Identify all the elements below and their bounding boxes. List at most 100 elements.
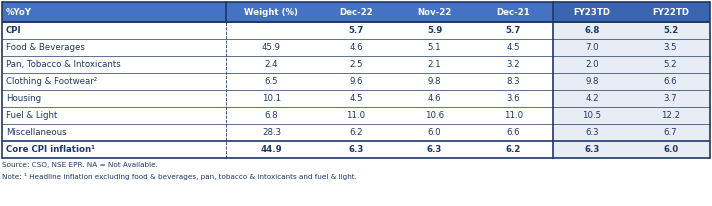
Bar [2, 56, 226, 73]
Text: 5.2: 5.2 [664, 60, 678, 69]
Bar [632, 141, 710, 158]
Bar [226, 39, 317, 56]
Bar [474, 90, 553, 107]
Bar [226, 124, 317, 141]
Bar [317, 56, 395, 73]
Text: 4.5: 4.5 [506, 43, 520, 52]
Bar [317, 141, 395, 158]
Text: 6.0: 6.0 [663, 145, 679, 154]
Text: 2.5: 2.5 [349, 60, 363, 69]
Text: 5.7: 5.7 [348, 26, 364, 35]
Bar [474, 141, 553, 158]
Bar [395, 124, 474, 141]
Text: 7.0: 7.0 [585, 43, 599, 52]
Text: 6.2: 6.2 [349, 128, 363, 137]
Text: Miscellaneous: Miscellaneous [6, 128, 67, 137]
Bar [395, 107, 474, 124]
Bar [474, 22, 553, 39]
Text: 6.3: 6.3 [427, 145, 442, 154]
Text: 5.7: 5.7 [506, 26, 521, 35]
Bar [632, 90, 710, 107]
Text: Source: CSO, NSE EPR. NA = Not Available.: Source: CSO, NSE EPR. NA = Not Available… [2, 162, 158, 168]
Text: CPI: CPI [6, 26, 21, 35]
Bar [2, 90, 226, 107]
Text: 10.6: 10.6 [425, 111, 444, 120]
Bar [226, 141, 317, 158]
Bar [395, 2, 474, 22]
Text: 11.0: 11.0 [347, 111, 365, 120]
Bar [553, 22, 632, 39]
Text: 2.0: 2.0 [585, 60, 599, 69]
Text: 44.9: 44.9 [261, 145, 282, 154]
Bar [395, 39, 474, 56]
Text: Clothing & Footwear²: Clothing & Footwear² [6, 77, 98, 86]
Bar [632, 22, 710, 39]
Text: 6.0: 6.0 [428, 128, 441, 137]
Bar [395, 22, 474, 39]
Text: 3.5: 3.5 [664, 43, 678, 52]
Bar [2, 22, 226, 39]
Text: 2.1: 2.1 [428, 60, 441, 69]
Bar [553, 2, 632, 22]
Bar [2, 141, 226, 158]
Bar [553, 141, 632, 158]
Text: 9.8: 9.8 [428, 77, 441, 86]
Bar [474, 73, 553, 90]
Bar [395, 141, 474, 158]
Bar [226, 2, 317, 22]
Bar [632, 2, 710, 22]
Text: Note: ¹ Headline inflation excluding food & beverages, pan, tobacco & intoxicant: Note: ¹ Headline inflation excluding foo… [2, 173, 357, 180]
Bar [317, 107, 395, 124]
Text: 6.3: 6.3 [585, 128, 599, 137]
Text: 10.1: 10.1 [262, 94, 281, 103]
Text: 2.4: 2.4 [265, 60, 278, 69]
Bar [553, 56, 632, 73]
Bar [395, 56, 474, 73]
Bar [226, 107, 317, 124]
Text: 5.1: 5.1 [428, 43, 441, 52]
Text: 6.6: 6.6 [664, 77, 678, 86]
Bar [474, 124, 553, 141]
Bar [317, 124, 395, 141]
Text: FY23TD: FY23TD [573, 7, 610, 16]
Bar [632, 73, 710, 90]
Bar [2, 73, 226, 90]
Text: Food & Beverages: Food & Beverages [6, 43, 85, 52]
Text: 9.6: 9.6 [350, 77, 362, 86]
Bar [474, 2, 553, 22]
Bar [553, 107, 632, 124]
Bar [553, 39, 632, 56]
Bar [474, 39, 553, 56]
Bar [317, 73, 395, 90]
Text: Housing: Housing [6, 94, 41, 103]
Text: 9.8: 9.8 [585, 77, 599, 86]
Bar [553, 124, 632, 141]
Text: 6.8: 6.8 [265, 111, 278, 120]
Bar [553, 90, 632, 107]
Text: Weight (%): Weight (%) [244, 7, 298, 16]
Text: 6.2: 6.2 [506, 145, 521, 154]
Bar [317, 90, 395, 107]
Bar [474, 56, 553, 73]
Bar [226, 56, 317, 73]
Text: Dec-21: Dec-21 [496, 7, 530, 16]
Bar [317, 2, 395, 22]
Text: 6.5: 6.5 [265, 77, 278, 86]
Text: 3.7: 3.7 [664, 94, 678, 103]
Bar [395, 90, 474, 107]
Text: Nov-22: Nov-22 [417, 7, 452, 16]
Text: Dec-22: Dec-22 [339, 7, 373, 16]
Text: 5.2: 5.2 [663, 26, 679, 35]
Text: 11.0: 11.0 [504, 111, 523, 120]
Text: 4.5: 4.5 [349, 94, 363, 103]
Text: 5.9: 5.9 [427, 26, 442, 35]
Text: 8.3: 8.3 [506, 77, 520, 86]
Bar [632, 56, 710, 73]
Bar [474, 107, 553, 124]
Text: 6.8: 6.8 [585, 26, 600, 35]
Bar [317, 22, 395, 39]
Bar [317, 39, 395, 56]
Text: 12.2: 12.2 [661, 111, 680, 120]
Text: 4.6: 4.6 [349, 43, 363, 52]
Text: 3.6: 3.6 [506, 94, 520, 103]
